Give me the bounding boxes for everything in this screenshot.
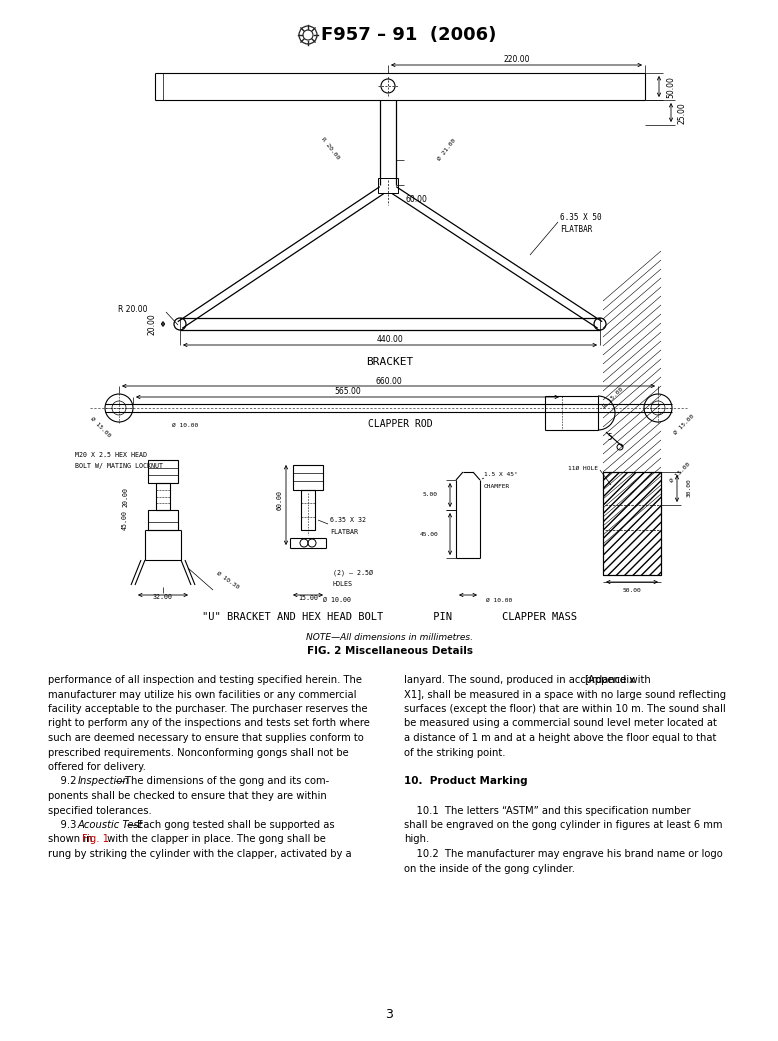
- Text: with the clapper in place. The gong shall be: with the clapper in place. The gong shal…: [104, 835, 326, 844]
- Text: 50.00: 50.00: [622, 587, 641, 592]
- Text: 220.00: 220.00: [503, 55, 530, 65]
- Text: such are deemed necessary to ensure that supplies conform to: such are deemed necessary to ensure that…: [48, 733, 364, 743]
- Text: of the striking point.: of the striking point.: [404, 747, 506, 758]
- Text: performance of all inspection and testing specified herein. The: performance of all inspection and testin…: [48, 675, 362, 685]
- Text: manufacturer may utilize his own facilities or any commercial: manufacturer may utilize his own facilit…: [48, 689, 356, 700]
- Text: FIG. 2 Miscellaneous Details: FIG. 2 Miscellaneous Details: [307, 646, 473, 656]
- Text: R 20.00: R 20.00: [118, 305, 148, 314]
- Text: Ø 15.00: Ø 15.00: [89, 416, 111, 438]
- Text: Inspection: Inspection: [78, 777, 130, 787]
- Text: 20.00: 20.00: [148, 313, 156, 335]
- Text: Fig. 1: Fig. 1: [82, 835, 109, 844]
- Bar: [301, 490, 315, 530]
- Text: shown in: shown in: [48, 835, 96, 844]
- Bar: [148, 510, 178, 530]
- Text: FLATBAR: FLATBAR: [330, 529, 358, 535]
- Text: [Appendix: [Appendix: [584, 675, 635, 685]
- Text: 25.00: 25.00: [678, 102, 686, 124]
- Text: prescribed requirements. Nonconforming gongs shall not be: prescribed requirements. Nonconforming g…: [48, 747, 349, 758]
- Text: Ø 15.00: Ø 15.00: [673, 414, 695, 436]
- Text: NOTE—All dimensions in millimetres.: NOTE—All dimensions in millimetres.: [307, 634, 474, 642]
- Text: —Each gong tested shall be supported as: —Each gong tested shall be supported as: [127, 820, 335, 830]
- Text: 565.00: 565.00: [334, 387, 361, 397]
- Text: M20 X 2.5 HEX HEAD: M20 X 2.5 HEX HEAD: [75, 452, 147, 458]
- Text: R 15.00: R 15.00: [602, 387, 624, 409]
- Text: 6.35 X 50: 6.35 X 50: [560, 213, 601, 223]
- Text: 3: 3: [385, 1009, 393, 1021]
- Text: on the inside of the gong cylinder.: on the inside of the gong cylinder.: [404, 863, 575, 873]
- Text: 45.00: 45.00: [419, 532, 438, 536]
- Text: CHAMFER: CHAMFER: [484, 483, 510, 488]
- Text: 6.35 X 32: 6.35 X 32: [330, 517, 366, 523]
- Text: FLATBAR: FLATBAR: [560, 226, 592, 234]
- Text: ponents shall be checked to ensure that they are within: ponents shall be checked to ensure that …: [48, 791, 327, 801]
- Text: 9.3: 9.3: [48, 820, 79, 830]
- Text: Ø 10.30: Ø 10.30: [215, 570, 240, 589]
- Bar: [293, 465, 323, 490]
- Text: 10.  Product Marking: 10. Product Marking: [404, 777, 527, 787]
- Text: 9.2: 9.2: [48, 777, 79, 787]
- Text: right to perform any of the inspections and tests set forth where: right to perform any of the inspections …: [48, 718, 370, 729]
- Text: 5.00: 5.00: [423, 492, 438, 498]
- Text: facility acceptable to the purchaser. The purchaser reserves the: facility acceptable to the purchaser. Th…: [48, 704, 368, 714]
- Text: Ø 10.00: Ø 10.00: [486, 598, 512, 603]
- Text: high.: high.: [404, 835, 429, 844]
- Text: Ø 10.00: Ø 10.00: [323, 596, 351, 603]
- Bar: [156, 483, 170, 510]
- Text: lanyard. The sound, produced in accordance with: lanyard. The sound, produced in accordan…: [404, 675, 654, 685]
- Text: HOLES: HOLES: [333, 581, 353, 587]
- Text: R 20.00: R 20.00: [320, 136, 340, 160]
- Text: 660.00: 660.00: [375, 377, 402, 385]
- Text: be measured using a commercial sound level meter located at: be measured using a commercial sound lev…: [404, 718, 717, 729]
- Bar: [378, 178, 398, 193]
- Text: Acoustic Test: Acoustic Test: [78, 820, 143, 830]
- Text: Ø 21.00: Ø 21.00: [437, 138, 457, 162]
- Text: (2) – 2.5Ø: (2) – 2.5Ø: [333, 569, 373, 577]
- Text: —The dimensions of the gong and its com-: —The dimensions of the gong and its com-: [115, 777, 330, 787]
- Text: surfaces (except the floor) that are within 10 m. The sound shall: surfaces (except the floor) that are wit…: [404, 704, 726, 714]
- Text: 10.1  The letters “ASTM” and this specification number: 10.1 The letters “ASTM” and this specifi…: [404, 806, 691, 815]
- Text: 5: 5: [608, 432, 612, 441]
- Text: Ø 15.00: Ø 15.00: [669, 462, 691, 484]
- Text: 50.00: 50.00: [667, 76, 675, 98]
- Text: 60.00: 60.00: [406, 196, 428, 204]
- Text: 45.00: 45.00: [122, 510, 128, 530]
- Text: 20.00: 20.00: [122, 487, 128, 507]
- Text: 32.00: 32.00: [153, 594, 173, 600]
- Text: shall be engraved on the gong cylinder in figures at least 6 mm: shall be engraved on the gong cylinder i…: [404, 820, 723, 830]
- Text: 15.00: 15.00: [298, 595, 318, 601]
- Text: 10.2  The manufacturer may engrave his brand name or logo: 10.2 The manufacturer may engrave his br…: [404, 849, 723, 859]
- Text: 60.00: 60.00: [277, 490, 283, 510]
- Text: specified tolerances.: specified tolerances.: [48, 806, 152, 815]
- Text: F957 – 91  (2006): F957 – 91 (2006): [321, 26, 496, 44]
- Bar: [603, 472, 661, 575]
- Text: X1], shall be measured in a space with no large sound reflecting: X1], shall be measured in a space with n…: [404, 689, 726, 700]
- Text: 11Ø HOLE: 11Ø HOLE: [568, 465, 598, 471]
- Text: 440.00: 440.00: [377, 335, 403, 345]
- Text: 30.00: 30.00: [686, 479, 692, 498]
- Text: offered for delivery.: offered for delivery.: [48, 762, 146, 772]
- Text: BRACKET: BRACKET: [366, 357, 414, 367]
- Text: BOLT W/ MATING LOCKNUT: BOLT W/ MATING LOCKNUT: [75, 463, 163, 469]
- Text: CLAPPER ROD: CLAPPER ROD: [368, 418, 433, 429]
- Text: "U" BRACKET AND HEX HEAD BOLT        PIN        CLAPPER MASS: "U" BRACKET AND HEX HEAD BOLT PIN CLAPPE…: [202, 612, 577, 623]
- Bar: [148, 460, 178, 483]
- Text: rung by striking the cylinder with the clapper, activated by a: rung by striking the cylinder with the c…: [48, 849, 352, 859]
- Text: a distance of 1 m and at a height above the floor equal to that: a distance of 1 m and at a height above …: [404, 733, 717, 743]
- Text: 1.5 X 45°: 1.5 X 45°: [484, 473, 517, 478]
- Text: Ø 10.00: Ø 10.00: [172, 423, 198, 428]
